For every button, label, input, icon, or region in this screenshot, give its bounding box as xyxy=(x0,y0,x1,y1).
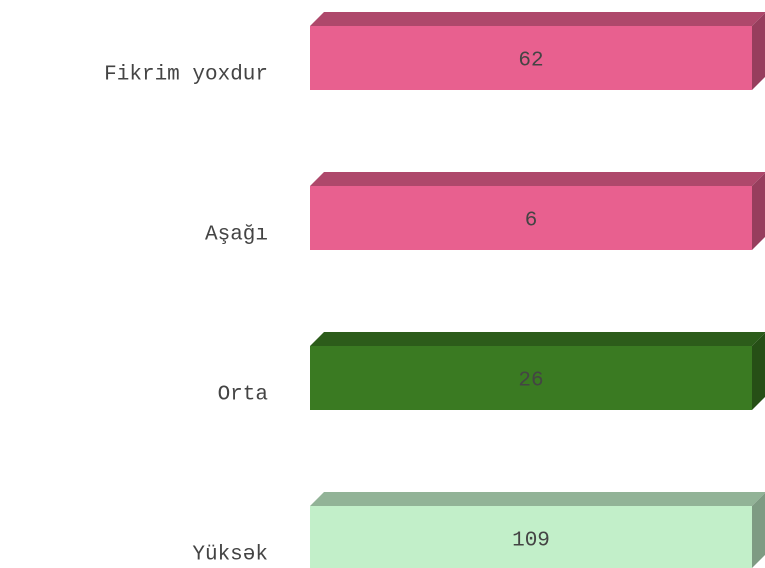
category-label: Aşağı xyxy=(205,224,268,247)
bar-front xyxy=(310,506,752,568)
bar-side xyxy=(752,333,765,410)
bar-side xyxy=(752,173,765,250)
category-label: Orta xyxy=(218,384,268,407)
bar-top xyxy=(310,492,765,506)
value-label: 109 xyxy=(512,530,550,553)
value-label: 6 xyxy=(525,210,538,233)
bar-top xyxy=(310,12,765,26)
value-label: 62 xyxy=(518,50,543,73)
bar-top xyxy=(310,172,765,186)
bar-side xyxy=(752,493,765,568)
bar-top xyxy=(310,332,765,346)
value-label: 26 xyxy=(518,370,543,393)
category-label: Yüksək xyxy=(192,544,268,567)
bar-front xyxy=(310,186,752,250)
category-label: Fikrim yoxdur xyxy=(104,64,268,87)
bar-side xyxy=(752,13,765,90)
bar-front xyxy=(310,26,752,90)
bar-front xyxy=(310,346,752,410)
